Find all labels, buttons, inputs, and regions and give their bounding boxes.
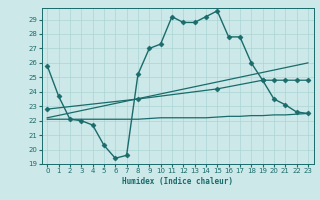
X-axis label: Humidex (Indice chaleur): Humidex (Indice chaleur) xyxy=(122,177,233,186)
